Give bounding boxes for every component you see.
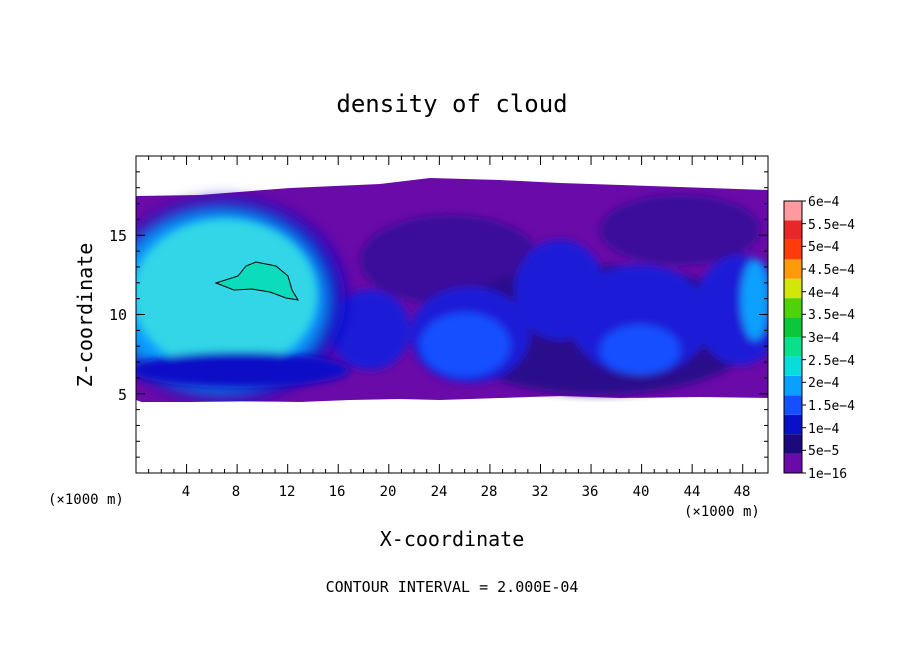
x-tick-label: 36 [582, 484, 599, 500]
colorbar-swatch [784, 414, 802, 435]
large-cloud-base [136, 352, 350, 388]
colorbar-labels: 1e−16 5e−5 1e−4 1.5e−4 2e−4 2.5e−4 3e−4 … [808, 195, 855, 482]
x-tick-labels: 4 8 12 16 20 24 28 32 36 40 44 48 [182, 484, 751, 500]
colorbar-label: 5.5e−4 [808, 218, 855, 233]
large-cloud-core [136, 219, 317, 371]
colorbar-label: 4e−4 [808, 286, 839, 301]
cloud-field [136, 178, 768, 473]
colorbar-label: 5e−4 [808, 240, 839, 255]
x-tick-label: 32 [532, 484, 549, 500]
y-tick-label: 10 [109, 306, 127, 324]
colorbar-label: 1e−16 [808, 467, 847, 482]
contour-interval-note: CONTOUR INTERVAL = 2.000E-04 [326, 578, 579, 596]
colorbar-label: 2e−4 [808, 376, 839, 391]
colorbar-swatch [784, 375, 802, 396]
chart-title: density of cloud [336, 90, 567, 118]
colorbar-swatch [784, 201, 802, 221]
y-tick-labels: 5 10 15 [109, 227, 127, 404]
y-tick-label: 15 [109, 227, 127, 245]
colorbar-label: 3e−4 [808, 331, 839, 346]
colorbar [783, 200, 806, 474]
y-axis-label: Z-coordinate [73, 243, 97, 388]
colorbar-swatch [784, 239, 802, 260]
x-tick-label: 16 [329, 484, 346, 500]
cell-light-2 [600, 325, 680, 375]
x-tick-label: 24 [431, 484, 448, 500]
x-tick-label: 40 [633, 484, 650, 500]
colorbar-swatch [784, 453, 802, 473]
colorbar-label: 5e−5 [808, 444, 839, 459]
colorbar-label: 6e−4 [808, 195, 839, 210]
x-units-label: (×1000 m) [684, 504, 760, 520]
x-tick-label: 12 [279, 484, 296, 500]
colorbar-swatch [784, 259, 802, 279]
colorbar-label: 3.5e−4 [808, 308, 855, 323]
x-tick-label: 44 [684, 484, 701, 500]
x-tick-label: 4 [182, 484, 190, 500]
plot-area [136, 156, 768, 473]
colorbar-swatch [784, 337, 802, 357]
colorbar-swatch [784, 434, 802, 454]
colorbar-swatch [784, 278, 802, 299]
colorbar-label: 1e−4 [808, 422, 839, 437]
axes [135, 155, 769, 474]
x-tick-label: 20 [380, 484, 397, 500]
x-axis-label: X-coordinate [380, 527, 525, 551]
cell-light-3 [741, 260, 768, 340]
colorbar-swatch [784, 356, 802, 376]
colorbar-label: 1.5e−4 [808, 399, 855, 414]
colorbar-swatch [784, 317, 802, 337]
colorbar-label: 2.5e−4 [808, 354, 855, 369]
z-units-label: (×1000 m) [48, 492, 124, 508]
y-tick-label: 5 [118, 386, 127, 404]
colorbar-swatch [784, 220, 802, 240]
colorbar-label: 4.5e−4 [808, 263, 855, 278]
colorbar-swatch [784, 395, 802, 415]
colorbar-swatch [784, 298, 802, 318]
x-tick-label: 28 [481, 484, 498, 500]
x-tick-label: 48 [734, 484, 751, 500]
cell-blue-5 [330, 290, 410, 370]
peak-contour [214, 261, 299, 301]
cell-blue-4 [695, 255, 768, 365]
region-dark-2 [600, 195, 760, 265]
cell-light-1 [420, 313, 510, 377]
x-tick-label: 8 [232, 484, 240, 500]
